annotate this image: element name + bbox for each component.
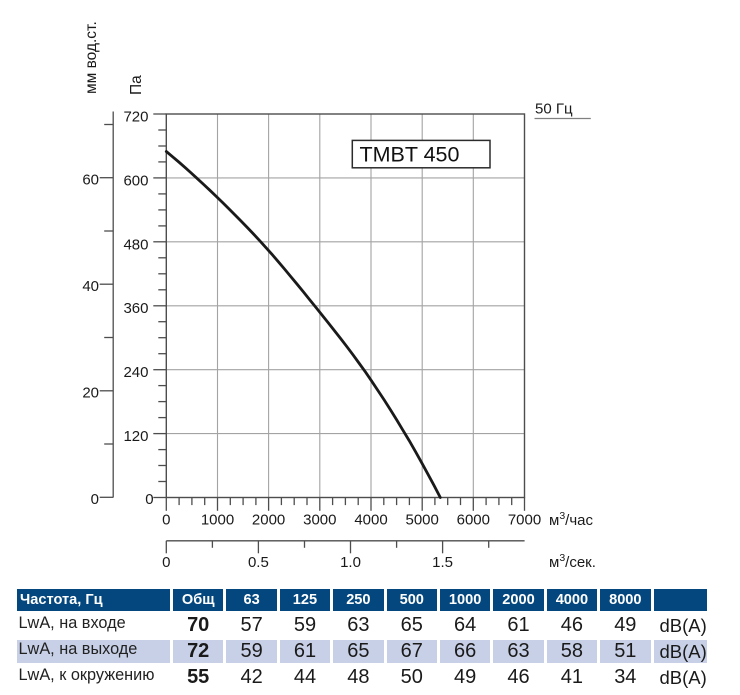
svg-text:м3/сек.: м3/сек. bbox=[549, 552, 596, 571]
svg-text:1.0: 1.0 bbox=[340, 554, 361, 571]
svg-text:3000: 3000 bbox=[303, 511, 336, 528]
svg-text:2000: 2000 bbox=[252, 511, 285, 528]
svg-text:5000: 5000 bbox=[406, 511, 439, 528]
svg-text:м3/час: м3/час bbox=[549, 510, 593, 529]
svg-text:4000: 4000 bbox=[354, 511, 387, 528]
svg-text:1.5: 1.5 bbox=[432, 554, 453, 571]
svg-text:0: 0 bbox=[145, 491, 153, 508]
svg-text:0: 0 bbox=[91, 491, 99, 508]
svg-text:Па: Па bbox=[128, 75, 145, 95]
svg-text:0: 0 bbox=[162, 511, 170, 528]
svg-text:480: 480 bbox=[123, 236, 148, 253]
svg-text:0: 0 bbox=[162, 554, 170, 571]
svg-text:40: 40 bbox=[82, 278, 99, 295]
svg-text:600: 600 bbox=[123, 172, 148, 189]
svg-text:20: 20 bbox=[82, 385, 99, 402]
svg-text:7000: 7000 bbox=[508, 511, 541, 528]
svg-text:360: 360 bbox=[123, 300, 148, 317]
svg-text:6000: 6000 bbox=[457, 511, 490, 528]
svg-text:240: 240 bbox=[123, 364, 148, 381]
svg-text:мм вод.ст.: мм вод.ст. bbox=[83, 21, 100, 94]
svg-text:60: 60 bbox=[82, 171, 99, 188]
svg-text:720: 720 bbox=[123, 109, 148, 126]
svg-text:TMBT 450: TMBT 450 bbox=[360, 143, 460, 167]
svg-text:0.5: 0.5 bbox=[248, 554, 269, 571]
svg-text:1000: 1000 bbox=[201, 511, 234, 528]
svg-text:120: 120 bbox=[123, 428, 148, 445]
svg-text:50 Гц: 50 Гц bbox=[535, 101, 573, 118]
